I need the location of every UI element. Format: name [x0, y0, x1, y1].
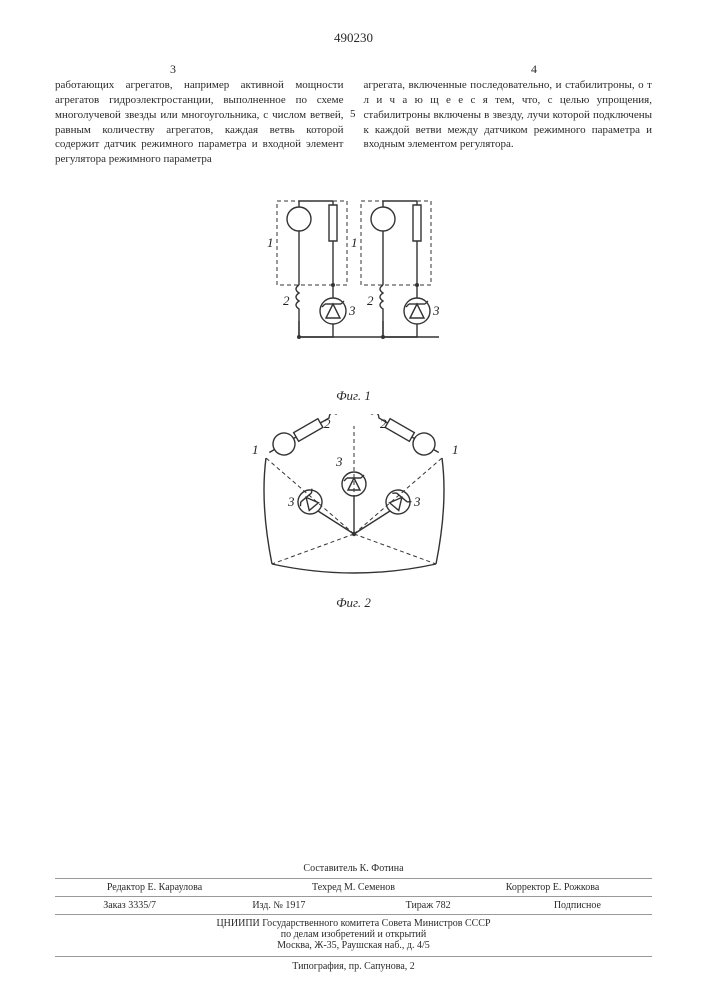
fig2-label-1b: 1 [452, 442, 459, 457]
footer: Составитель К. Фотина Редактор Е. Караул… [55, 863, 652, 972]
fig2-label-2b: 2 [380, 416, 387, 431]
text-columns: работающих агрегатов, например активной … [55, 78, 652, 167]
column-right: агрегата, включенные последовательно, и … [364, 78, 653, 167]
footer-credits: Редактор Е. Караулова Техред М. Семенов … [55, 878, 652, 896]
fig2-label-2a: 2 [324, 416, 331, 431]
figure-1: 1 1 2 2 3 3 [239, 187, 469, 377]
footer-pubinfo: Заказ 3335/7 Изд. № 1917 Тираж 782 Подпи… [55, 896, 652, 914]
figures-block: 1 1 2 2 3 3 Фиг. 1 [55, 187, 652, 611]
footer-org2: по делам изобретений и открытий [55, 929, 652, 940]
footer-org: ЦНИИПИ Государственного комитета Совета … [55, 914, 652, 954]
line-marker-5: 5 [350, 108, 356, 120]
fig1-label-1b: 1 [351, 235, 358, 250]
footer-tiraz: Тираж 782 [354, 900, 503, 911]
footer-typography: Типография, пр. Сапунова, 2 [55, 956, 652, 972]
fig1-label-3a: 3 [348, 303, 356, 318]
fig2-label-3c: 3 [413, 494, 421, 509]
footer-tech: Техред М. Семенов [254, 882, 453, 893]
figure-2: 1 1 2 2 3 3 3 [214, 414, 494, 584]
footer-compiler: Составитель К. Фотина [55, 863, 652, 874]
fig1-label-2b: 2 [367, 293, 374, 308]
document-number: 490230 [334, 30, 373, 46]
footer-order: Заказ 3335/7 [55, 900, 204, 911]
fig1-caption: Фиг. 1 [55, 388, 652, 404]
fig2-caption: Фиг. 2 [55, 595, 652, 611]
column-number-right: 4 [531, 62, 537, 77]
fig1-label-2a: 2 [283, 293, 290, 308]
fig2-label-3b: 3 [287, 494, 295, 509]
footer-org3: Москва, Ж-35, Раушская наб., д. 4/5 [55, 940, 652, 951]
fig2-label-3a: 3 [335, 454, 343, 469]
footer-org1: ЦНИИПИ Государственного комитета Совета … [55, 918, 652, 929]
footer-editor: Редактор Е. Караулова [55, 882, 254, 893]
fig1-label-1a: 1 [267, 235, 274, 250]
fig1-label-3b: 3 [432, 303, 440, 318]
column-number-left: 3 [170, 62, 176, 77]
footer-corrector: Корректор Е. Рожкова [453, 882, 652, 893]
fig2-label-1a: 1 [252, 442, 259, 457]
column-left: работающих агрегатов, например активной … [55, 78, 344, 167]
footer-signed: Подписное [503, 900, 652, 911]
footer-izd: Изд. № 1917 [204, 900, 353, 911]
patent-page: 490230 3 4 5 работающих агрегатов, напри… [0, 0, 707, 1000]
